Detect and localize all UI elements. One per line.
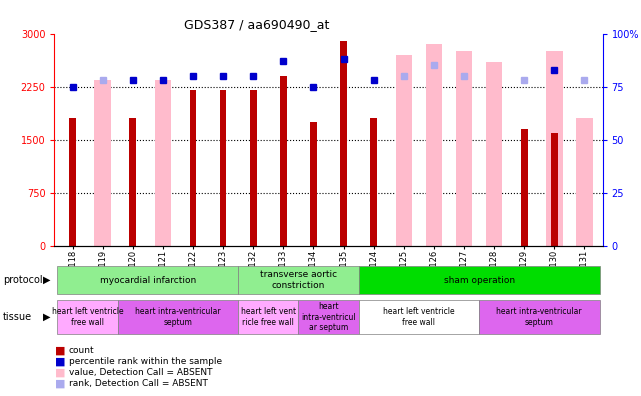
Bar: [238, 301, 299, 334]
Text: rank, Detection Call = ABSENT: rank, Detection Call = ABSENT: [69, 379, 208, 388]
Text: protocol: protocol: [3, 275, 43, 285]
Bar: [238, 266, 358, 295]
Bar: [310, 122, 317, 246]
Text: heart
intra-ventricul
ar septum: heart intra-ventricul ar septum: [301, 302, 356, 332]
Text: percentile rank within the sample: percentile rank within the sample: [69, 357, 222, 366]
Bar: [479, 301, 599, 334]
Text: transverse aortic
constriction: transverse aortic constriction: [260, 270, 337, 290]
Bar: [358, 301, 479, 334]
Bar: [358, 266, 599, 295]
Bar: [456, 51, 472, 246]
Bar: [426, 44, 442, 246]
Text: tissue: tissue: [3, 312, 32, 322]
Bar: [370, 118, 377, 246]
Bar: [220, 90, 226, 246]
Text: value, Detection Call = ABSENT: value, Detection Call = ABSENT: [69, 368, 212, 377]
Bar: [551, 133, 558, 246]
Text: myocardial infarction: myocardial infarction: [100, 276, 196, 285]
Bar: [299, 301, 358, 334]
Text: ▶: ▶: [42, 275, 50, 285]
Text: heart left vent
ricle free wall: heart left vent ricle free wall: [241, 308, 296, 327]
Text: heart intra-ventricular
septum: heart intra-ventricular septum: [497, 308, 582, 327]
Bar: [340, 41, 347, 246]
Bar: [118, 301, 238, 334]
Text: heart left ventricle
free wall: heart left ventricle free wall: [383, 308, 454, 327]
Text: ■: ■: [54, 356, 65, 367]
Bar: [69, 118, 76, 246]
Text: sham operation: sham operation: [444, 276, 515, 285]
Text: GDS387 / aa690490_at: GDS387 / aa690490_at: [184, 18, 329, 31]
Bar: [94, 80, 111, 246]
Text: ■: ■: [54, 367, 65, 378]
Bar: [280, 76, 287, 246]
Text: heart left ventricle
free wall: heart left ventricle free wall: [52, 308, 124, 327]
Text: ▶: ▶: [42, 312, 50, 322]
Bar: [395, 55, 412, 246]
Text: ■: ■: [54, 345, 65, 356]
Bar: [521, 129, 528, 246]
Text: count: count: [69, 346, 94, 355]
Bar: [190, 90, 196, 246]
Bar: [58, 266, 238, 295]
Bar: [486, 62, 503, 246]
Bar: [250, 90, 256, 246]
Text: ■: ■: [54, 379, 65, 389]
Text: heart intra-ventricular
septum: heart intra-ventricular septum: [135, 308, 221, 327]
Bar: [154, 80, 171, 246]
Bar: [576, 118, 593, 246]
Bar: [129, 118, 136, 246]
Bar: [546, 51, 563, 246]
Bar: [58, 301, 118, 334]
